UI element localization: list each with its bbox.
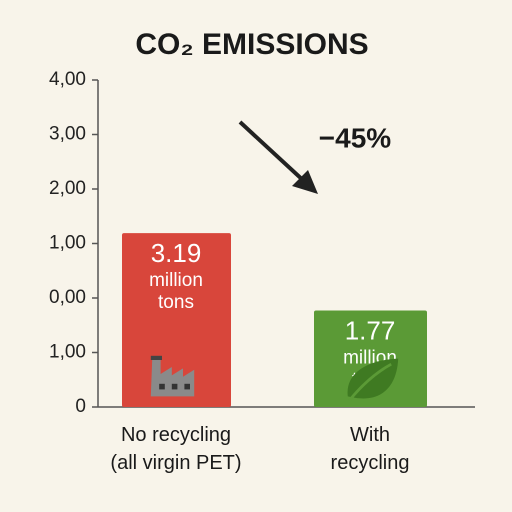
bar <box>314 310 427 407</box>
factory-icon <box>150 355 195 397</box>
annotation: −45% <box>319 122 391 153</box>
y-tick-label: 2,00 <box>49 178 86 199</box>
y-tick-label: 0 <box>75 396 86 417</box>
leaf-icon <box>347 358 399 402</box>
factory-window <box>184 383 190 390</box>
y-tick-label: 0,00 <box>49 287 86 308</box>
y-tick-label: 1,00 <box>49 342 86 363</box>
y-tick-label: 3,00 <box>49 124 86 145</box>
value-label: 1.77 <box>345 315 396 345</box>
leaf-vein <box>348 362 392 402</box>
y-tick-label: 4,00 <box>49 69 86 90</box>
chart-title: CO₂ EMISSIONS <box>135 28 368 61</box>
value-label: 3.19 <box>151 238 202 268</box>
y-tick-label: 1,00 <box>49 233 86 254</box>
factory-window <box>171 383 178 390</box>
x-tick-label: With recycling <box>331 424 410 474</box>
arrow-line <box>238 120 307 184</box>
arrow-head <box>292 170 318 194</box>
factory-window <box>159 383 165 390</box>
factory-chimney-top <box>150 355 162 360</box>
bar <box>122 233 231 407</box>
x-tick-label: No recycling (all virgin PET) <box>110 424 241 474</box>
